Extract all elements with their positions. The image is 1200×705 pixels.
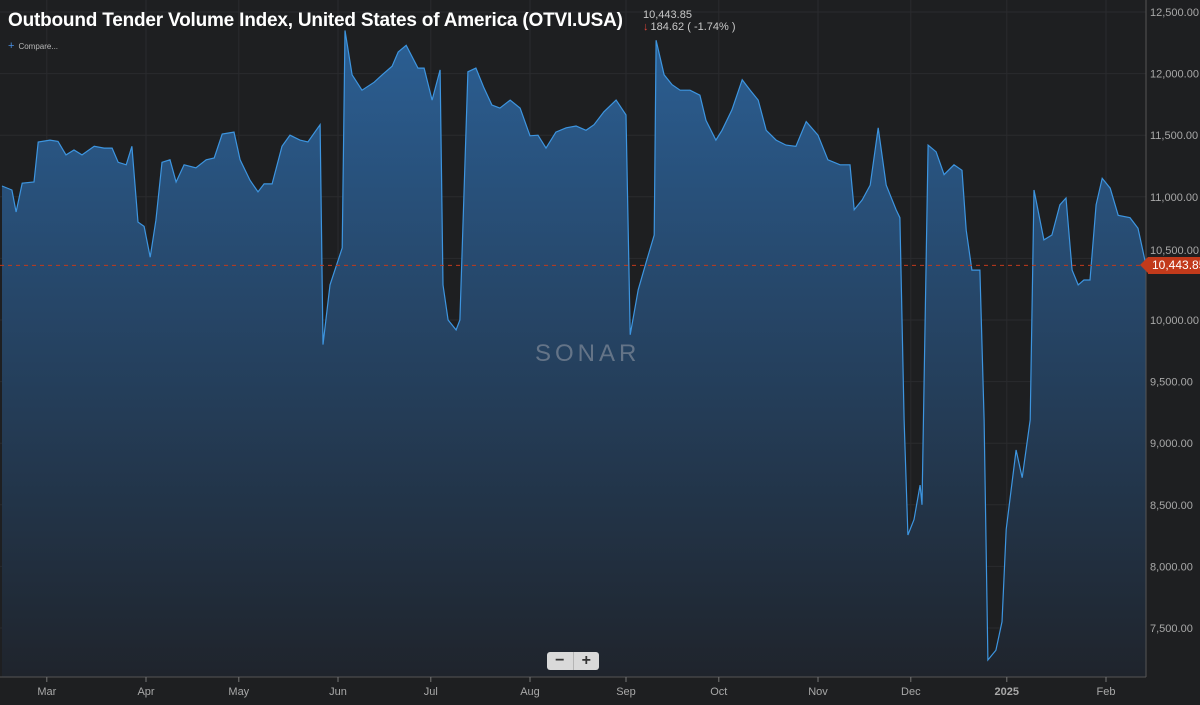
x-tick-label: Jul — [424, 686, 438, 698]
y-tick-label: 12,000.00 — [1150, 69, 1199, 81]
series-line — [1, 30, 1147, 662]
x-tick-label: Apr — [137, 686, 154, 698]
y-tick-label: 11,000.00 — [1150, 192, 1198, 204]
zoom-in-button[interactable]: + — [581, 652, 591, 669]
compare-label: Compare... — [18, 42, 59, 51]
y-tick-label: 9,500.00 — [1150, 377, 1193, 389]
y-tick-label: 11,500.00 — [1150, 130, 1198, 142]
change-percent: ( -1.74% ) — [687, 21, 736, 33]
x-tick-label: Sep — [616, 686, 636, 698]
y-tick-label: 10,000.00 — [1150, 315, 1199, 327]
x-tick-label: 2025 — [995, 686, 1019, 698]
plus-icon: + — [8, 40, 15, 52]
zoom-controls: − + — [547, 652, 599, 670]
y-tick-label: 12,500.00 — [1150, 7, 1199, 19]
last-value: 10,443.85 — [643, 9, 692, 21]
y-tick-label: 8,000.00 — [1150, 561, 1193, 573]
price-quote: 10,443.85 ↓ 184.62 ( -1.74% ) — [643, 9, 736, 33]
x-axis-ticks: Mar Apr May Jun Jul Aug Sep Oct Nov Dec 2025 Feb — [37, 677, 1115, 698]
x-tick-label: Mar — [37, 686, 56, 698]
y-axis-panel[interactable] — [1146, 0, 1200, 705]
compare-button[interactable]: + Compare... — [8, 40, 58, 52]
y-axis-ticks: 12,500.00 12,000.00 11,500.00 11,000.00 10,5… — [1150, 7, 1199, 635]
x-tick-label: Jun — [329, 686, 347, 698]
x-tick-label: Oct — [710, 686, 727, 698]
change-value: 184.62 — [650, 21, 685, 33]
x-tick-label: May — [228, 686, 249, 698]
sonar-watermark: SONAR — [535, 340, 641, 367]
x-tick-label: Dec — [901, 686, 921, 698]
x-tick-label: Feb — [1097, 686, 1116, 698]
y-tick-label: 8,500.00 — [1150, 500, 1193, 512]
zoom-out-button[interactable]: − — [547, 652, 574, 670]
arrow-down-icon: ↓ — [643, 21, 649, 33]
chart-title: Outbound Tender Volume Index, United Sta… — [8, 10, 623, 31]
y-tick-label: 10,500.00 — [1150, 245, 1199, 257]
series-area-fill — [2, 30, 1146, 677]
y-tick-label: 7,500.00 — [1150, 623, 1193, 635]
y-tick-label: 9,000.00 — [1150, 438, 1193, 450]
x-tick-label: Aug — [520, 686, 540, 698]
last-value-badge: 10,443.85 — [1139, 256, 1200, 274]
x-axis-panel[interactable] — [0, 677, 1146, 705]
x-tick-label: Nov — [808, 686, 828, 698]
